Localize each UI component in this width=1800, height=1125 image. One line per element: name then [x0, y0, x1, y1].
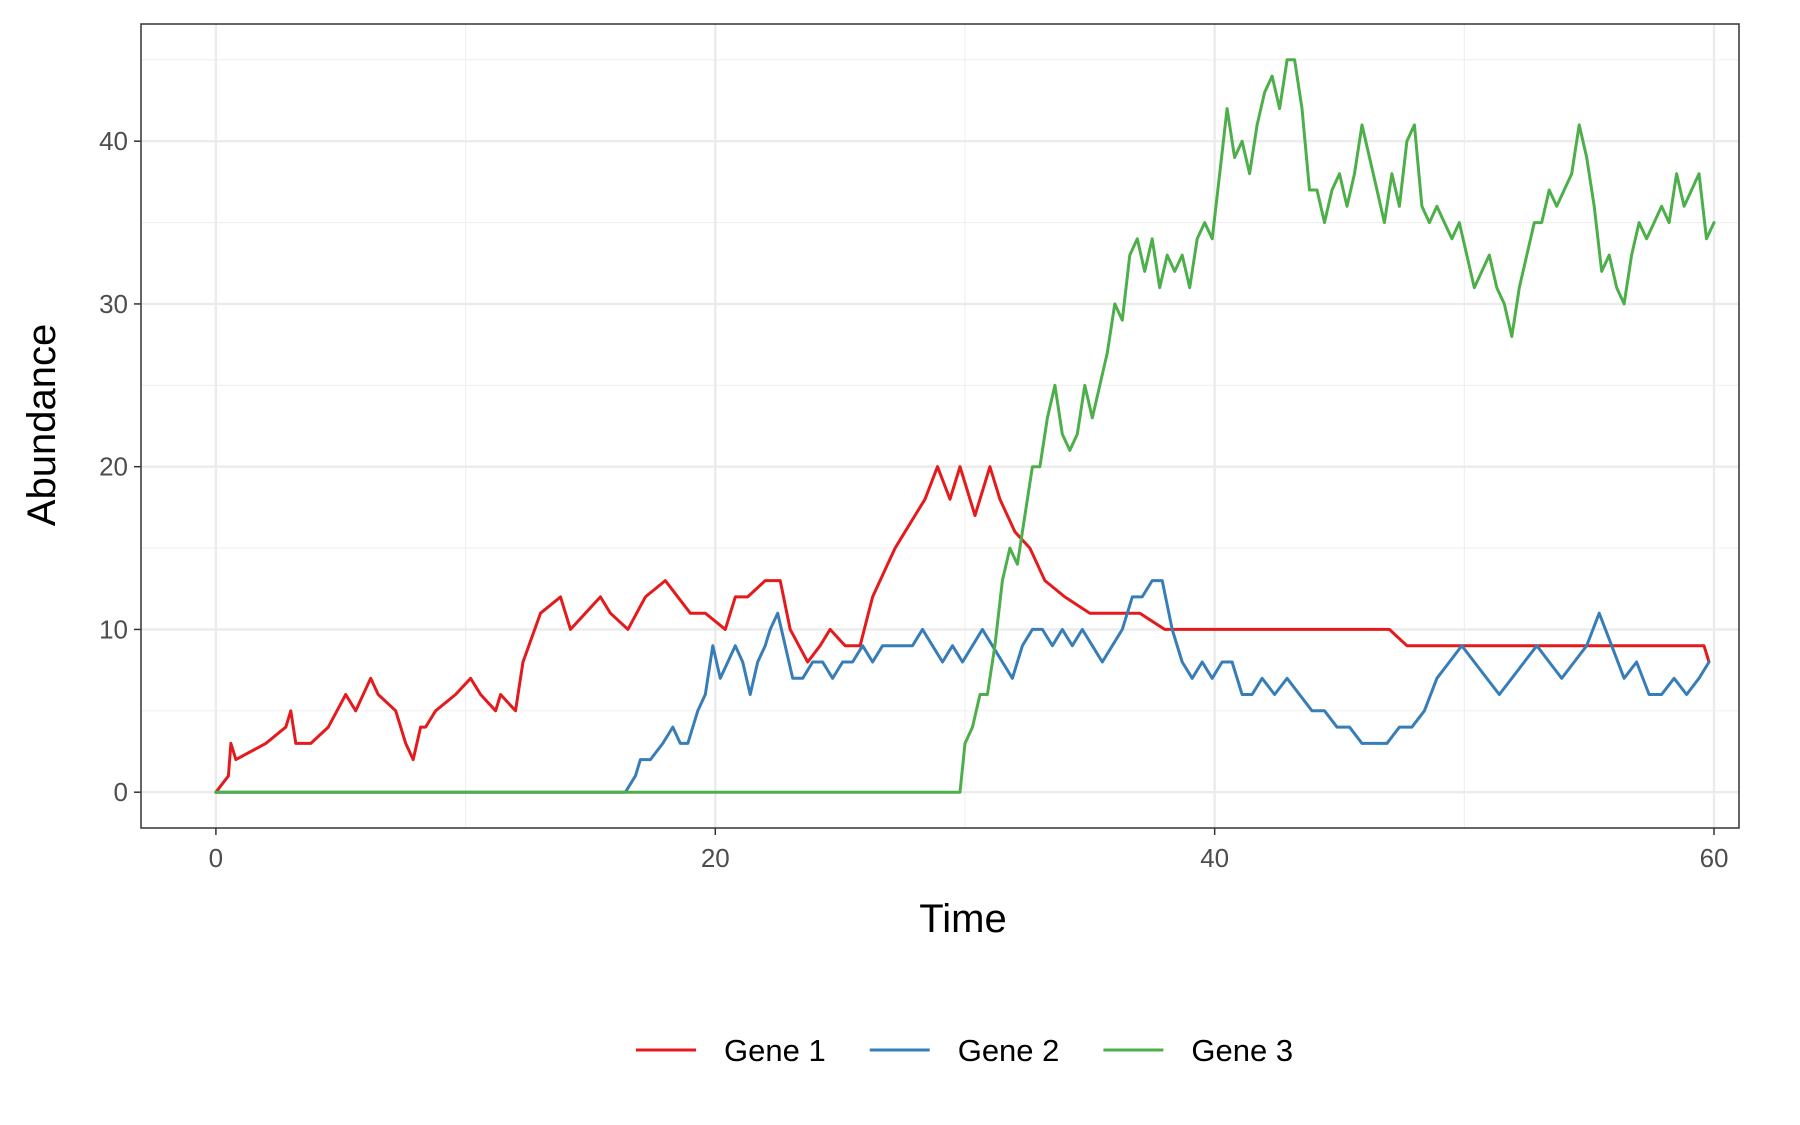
minor-gridlines [141, 24, 1739, 828]
legend-label-gene-2: Gene 2 [958, 1033, 1060, 1068]
y-axis-title: Abundance [20, 324, 64, 526]
x-tick-label: 0 [209, 843, 223, 873]
series-line-gene-3 [214, 58, 1716, 794]
y-tick-label: 30 [99, 289, 128, 319]
x-tick-label: 20 [701, 843, 730, 873]
x-tick-label: 40 [1200, 843, 1229, 873]
panel-border [140, 23, 1740, 829]
y-axis-ticks: 0 10 20 30 40 [99, 126, 141, 807]
legend-label-gene-3: Gene 3 [1191, 1033, 1293, 1068]
y-tick-label: 40 [99, 126, 128, 156]
series-line-gene-2 [214, 579, 1711, 794]
series-line-gene-1 [214, 465, 1711, 794]
plot-panel [140, 23, 1740, 829]
y-tick-label: 0 [114, 777, 128, 807]
y-tick-label: 10 [99, 614, 128, 644]
y-tick-label: 20 [99, 452, 128, 482]
series-lines [214, 58, 1716, 794]
major-gridlines [141, 24, 1739, 828]
legend-label-gene-1: Gene 1 [724, 1033, 826, 1068]
x-tick-label: 60 [1700, 843, 1729, 873]
panel-background [141, 24, 1739, 828]
x-axis-title: Time [919, 897, 1006, 941]
x-axis-ticks: 0 20 40 60 [209, 828, 1729, 873]
legend: Gene 1 Gene 2 Gene 3 [636, 1033, 1293, 1068]
